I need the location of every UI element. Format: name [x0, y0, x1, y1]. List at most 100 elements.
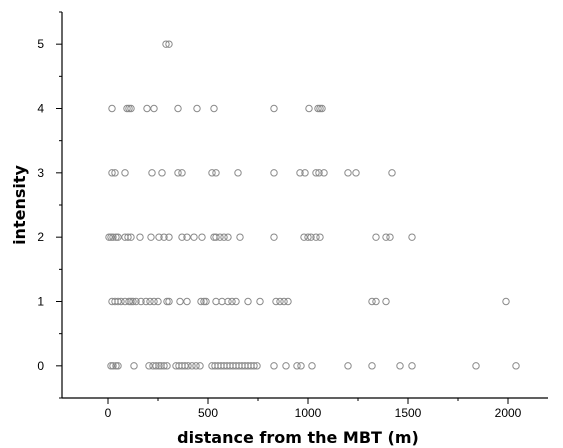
data-point [165, 297, 173, 306]
data-point [109, 362, 117, 370]
y-tick-label-1: 1 [37, 295, 44, 309]
data-point [368, 362, 376, 370]
data-point [210, 104, 218, 113]
data-point [127, 104, 135, 113]
data-point [408, 362, 416, 370]
data-point [178, 233, 186, 241]
data-point [202, 297, 210, 306]
data-point [123, 104, 131, 113]
data-point [124, 233, 132, 241]
data-point [162, 40, 170, 48]
data-point [276, 297, 284, 306]
data-point [304, 233, 312, 241]
data-point [212, 297, 220, 306]
data-point [250, 362, 258, 370]
data-point [125, 104, 133, 113]
y-axis-ticks: 0 1 2 3 4 5 [37, 11, 62, 399]
x-axis-title: distance from the MBT (m) [177, 428, 419, 447]
data-point [372, 233, 380, 241]
data-point [155, 362, 163, 370]
data-point [396, 362, 404, 370]
data-point [176, 297, 184, 306]
data-point [132, 297, 140, 306]
data-point [160, 233, 168, 241]
data-point [382, 233, 390, 241]
data-point [502, 297, 510, 306]
data-point [112, 362, 120, 370]
data-point [216, 233, 224, 241]
data-point [218, 297, 226, 306]
data-point [184, 362, 192, 370]
data-point [152, 362, 160, 370]
data-point [105, 233, 113, 241]
data-point [200, 297, 208, 306]
data-point [165, 40, 173, 48]
data-point [178, 169, 186, 177]
data-point [224, 297, 232, 306]
data-point [253, 362, 261, 370]
data-point [107, 233, 115, 241]
data-point [282, 362, 290, 370]
data-point [127, 297, 135, 306]
data-point [212, 233, 220, 241]
x-tick-label-500: 500 [198, 406, 218, 420]
data-point [314, 104, 322, 113]
data-point [117, 297, 125, 306]
y-tick-label-0: 0 [37, 359, 44, 373]
data-point [234, 169, 242, 177]
data-point [272, 297, 280, 306]
data-point [270, 233, 278, 241]
data-point [136, 233, 144, 241]
data-point [109, 233, 117, 241]
data-point [127, 233, 135, 241]
data-point [108, 169, 116, 177]
y-tick-label-4: 4 [37, 102, 44, 116]
data-point [114, 297, 122, 306]
data-point [382, 297, 390, 306]
x-tick-label-1500: 1500 [395, 406, 422, 420]
data-point [150, 104, 158, 113]
x-tick-label-0: 0 [105, 406, 112, 420]
data-point [408, 233, 416, 241]
data-point [125, 297, 133, 306]
data-point [158, 169, 166, 177]
data-point [108, 104, 116, 113]
data-point [296, 169, 304, 177]
data-point [297, 362, 305, 370]
data-point [137, 297, 145, 306]
data-point [155, 233, 163, 241]
data-point [305, 104, 313, 113]
data-point [318, 104, 326, 113]
data-point [220, 233, 228, 241]
data-point [154, 297, 162, 306]
data-point [165, 233, 173, 241]
data-point [372, 297, 380, 306]
data-point [300, 233, 308, 241]
x-tick-label-2000: 2000 [495, 406, 522, 420]
data-point [270, 104, 278, 113]
data-point [147, 233, 155, 241]
data-point [224, 233, 232, 241]
data-point [114, 362, 122, 370]
data-point [129, 297, 137, 306]
data-point [344, 169, 352, 177]
data-point [301, 169, 309, 177]
data-point [232, 297, 240, 306]
data-point [192, 362, 200, 370]
x-tick-label-1000: 1000 [295, 406, 322, 420]
data-point [112, 233, 120, 241]
data-point [212, 169, 220, 177]
data-point [256, 297, 264, 306]
data-point [121, 169, 129, 177]
data-point [344, 362, 352, 370]
data-points [105, 40, 520, 370]
data-point [308, 362, 316, 370]
data-point [174, 104, 182, 113]
data-point [114, 233, 122, 241]
data-point [148, 169, 156, 177]
x-axis-ticks: 0 500 1000 1500 2000 [105, 398, 522, 420]
data-point [316, 233, 324, 241]
data-point [183, 297, 191, 306]
data-point [163, 297, 171, 306]
